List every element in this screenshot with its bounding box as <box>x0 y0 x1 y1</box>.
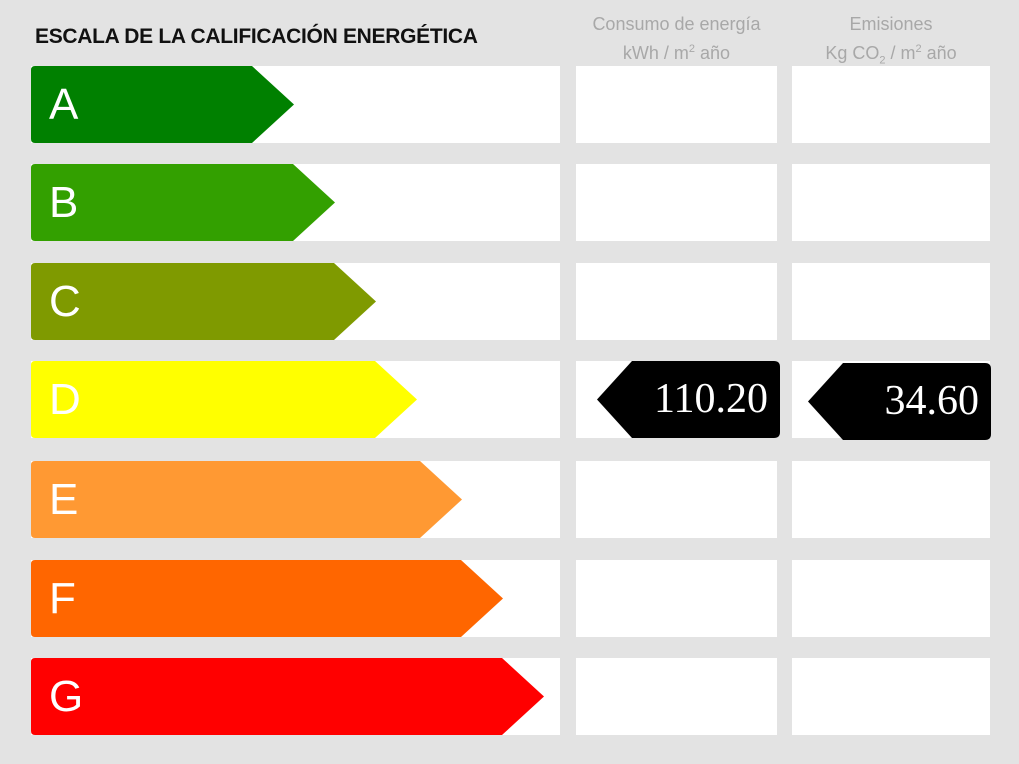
consumption-column-header: Consumo de energía kWh / m2 año <box>576 12 777 66</box>
consumption-cell-F <box>576 560 777 637</box>
rating-arrow-G: G <box>31 658 544 735</box>
emissions-header-line: Emisiones <box>849 14 933 34</box>
arrow-shape <box>31 361 417 438</box>
emissions-column-header: Emisiones Kg CO2 / m2 año <box>792 12 990 74</box>
rating-letter: D <box>49 375 81 424</box>
rating-arrow-C: C <box>31 263 376 340</box>
emissions-cell-G <box>792 658 990 735</box>
rating-letter: G <box>49 672 84 721</box>
consumption-value-tag: 110.20 <box>597 361 780 438</box>
emissions-unit: Kg CO2 / m2 año <box>825 43 957 67</box>
emissions-cell-F <box>792 560 990 637</box>
rating-letter: E <box>49 475 79 524</box>
consumption-unit: kWh / m2 año <box>622 43 731 63</box>
rating-letter: A <box>49 80 79 129</box>
rating-arrow-D: D <box>31 361 417 438</box>
consumption-cell-E <box>576 461 777 538</box>
rating-arrow-E: E <box>31 461 462 538</box>
rating-arrow-B: B <box>31 164 335 241</box>
arrow-shape <box>31 461 462 538</box>
arrow-shape <box>31 164 335 241</box>
emissions-cell-C <box>792 263 990 340</box>
rating-arrow-F: F <box>31 560 503 637</box>
emissions-value-tag: 34.60 <box>808 363 991 440</box>
arrow-shape <box>31 263 376 340</box>
arrow-shape <box>31 658 544 735</box>
arrow-shape <box>31 560 503 637</box>
consumption-cell-B <box>576 164 777 241</box>
emissions-cell-B <box>792 164 990 241</box>
label-title: ESCALA DE LA CALIFICACIÓN ENERGÉTICA <box>35 25 478 48</box>
consumption-value: 110.20 <box>654 376 768 422</box>
emissions-cell-E <box>792 461 990 538</box>
consumption-cell-G <box>576 658 777 735</box>
consumption-cell-C <box>576 263 777 340</box>
rating-letter: C <box>49 277 81 326</box>
consumption-cell-A <box>576 66 777 143</box>
rating-arrow-A: A <box>31 66 294 143</box>
emissions-value: 34.60 <box>884 378 980 424</box>
rating-letter: F <box>49 574 76 623</box>
arrow-shape <box>31 66 294 143</box>
emissions-cell-A <box>792 66 990 143</box>
consumption-header-line: Consumo de energía <box>592 14 761 34</box>
rating-letter: B <box>49 178 79 227</box>
